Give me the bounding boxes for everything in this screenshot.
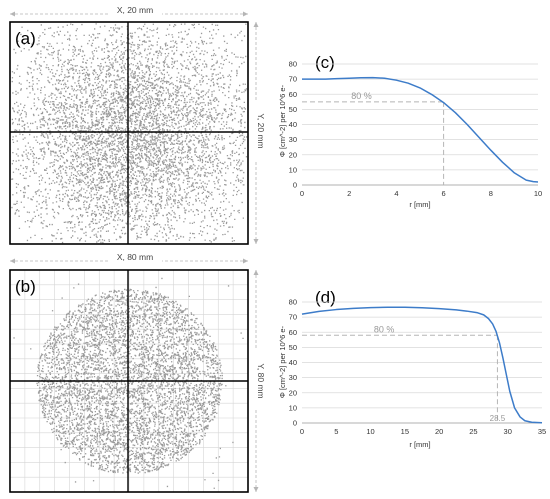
d-y-tick-label: 60: [289, 328, 297, 337]
b-scatter-points: [13, 277, 244, 489]
c-y-tick-label: 10: [289, 165, 297, 174]
c-y-tick-label: 40: [289, 120, 297, 129]
a-panel-label: (a): [15, 29, 36, 48]
c-y-tick-label: 50: [289, 105, 297, 114]
c-y-tick-label: 60: [289, 90, 297, 99]
c-annotation-label: 80 %: [351, 91, 372, 101]
a-height-label: Y, 20 mm: [256, 113, 266, 148]
d-x-tick-label: 20: [435, 427, 443, 436]
d-series-line: [301, 306, 543, 424]
d-x-tick-label: 15: [401, 427, 409, 436]
d-xlabel: r [mm]: [409, 440, 430, 449]
d-x-tick-label: 25: [469, 427, 477, 436]
d-panel-label: (d): [315, 288, 336, 307]
c-y-tick-label: 20: [289, 150, 297, 159]
d-y-tick-label: 70: [289, 313, 297, 322]
b-scatter-cloud: [13, 277, 244, 489]
panel-c: (c) Φ [cm^-2] per 10^6 e- r [mm] 0102030…: [278, 53, 542, 209]
d-x-tick-label: 5: [334, 427, 338, 436]
b-width-arrow-right-icon: [243, 258, 248, 264]
d-x-tick-label: 30: [504, 427, 512, 436]
d-annotation-x-label: 28.5: [490, 414, 506, 423]
c-panel-label: (c): [315, 53, 335, 72]
c-x-tick-label: 6: [442, 189, 446, 198]
b-width-label: X, 80 mm: [117, 252, 153, 262]
c-y-tick-label: 70: [289, 75, 297, 84]
a-height-arrow-top-icon: [253, 22, 259, 27]
a-width-arrow-left-icon: [10, 11, 15, 17]
b-width-arrow-left-icon: [10, 258, 15, 264]
d-y-tick-label: 10: [289, 403, 297, 412]
c-x-tick-label: 10: [534, 189, 542, 198]
c-series-line: [302, 76, 539, 183]
panel-a: X, 20 mm Y, 20 mm (a): [9, 5, 266, 245]
c-ylabel: Φ [cm^-2] per 10^6 e-: [278, 84, 287, 157]
d-y-tick-label: 0: [293, 419, 297, 428]
c-y-tick-label: 80: [289, 60, 297, 69]
a-width-arrow-right-icon: [243, 11, 248, 17]
d-annotation-label: 80 %: [374, 324, 395, 334]
c-xlabel: r [mm]: [409, 200, 430, 209]
panel-b: X, 80 mm Y, 80 mm (b): [9, 252, 266, 493]
c-x-tick-label: 8: [489, 189, 493, 198]
c-x-tick-label: 0: [300, 189, 304, 198]
b-height-arrow-top-icon: [253, 270, 259, 275]
b-height-label: Y, 80 mm: [256, 363, 266, 398]
a-height-arrow-bottom-icon: [253, 239, 259, 244]
d-x-tick-label: 10: [366, 427, 374, 436]
a-scatter-points: [11, 23, 248, 244]
b-panel-label: (b): [15, 277, 36, 296]
d-y-tick-label: 30: [289, 373, 297, 382]
c-y-tick-label: 0: [293, 181, 297, 190]
d-y-tick-label: 20: [289, 388, 297, 397]
d-y-tick-label: 80: [289, 298, 297, 307]
c-x-tick-label: 4: [394, 189, 398, 198]
d-x-tick-label: 35: [538, 427, 546, 436]
a-scatter-cloud: [11, 23, 248, 244]
a-frame: [9, 21, 249, 245]
c-x-tick-label: 2: [347, 189, 351, 198]
panel-d: (d) Φ [cm^-2] per 10^6 e- r [mm] 0 10 20 30…: [278, 288, 546, 449]
c-y-tick-label: 30: [289, 135, 297, 144]
d-y-tick-label: 40: [289, 358, 297, 367]
d-x-tick-label: 0: [300, 427, 304, 436]
d-ylabel: Φ [cm^-2] per 10^6 e-: [278, 325, 287, 398]
d-y-tick-label: 50: [289, 343, 297, 352]
b-height-arrow-bottom-icon: [253, 487, 259, 492]
a-width-label: X, 20 mm: [117, 5, 153, 15]
